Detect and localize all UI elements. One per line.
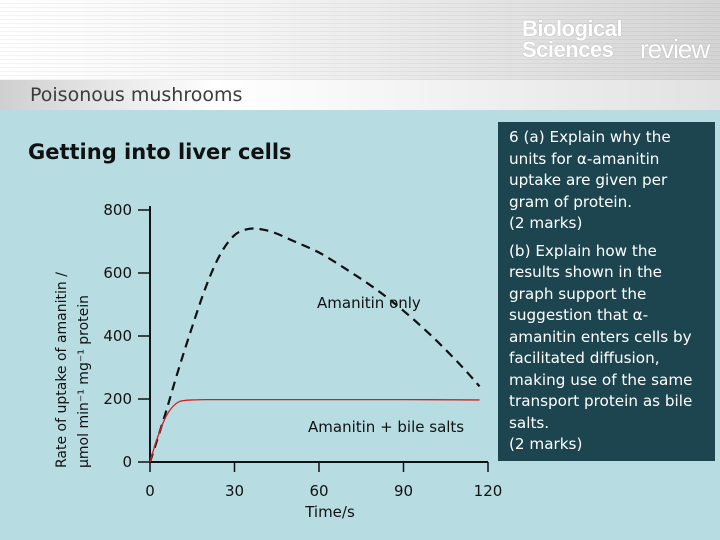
x-tick-label-0: 0: [145, 482, 155, 500]
series-label-amanitin-only: Amanitin only: [317, 294, 421, 312]
series-line-amanitin-bile-salts: [149, 398, 480, 463]
series-line-amanitin-only: [148, 227, 481, 463]
x-tick-label-30: 30: [225, 482, 244, 500]
y-tick-label-400: 400: [103, 327, 132, 345]
page-subtitle: Poisonous mushrooms: [30, 84, 243, 106]
y-tick-label-800: 800: [103, 201, 132, 219]
x-axis-title: Time/s: [304, 503, 355, 521]
y-axis-title-line1: Rate of uptake of amanitin /: [54, 272, 70, 468]
header-banner: Biological Sciences review: [0, 0, 720, 80]
chart-ticks: 0 200 400 600 800 0 30 60 90 120: [103, 201, 502, 500]
chart-title: Getting into liver cells: [28, 140, 292, 164]
question-part-a: 6 (a) Explain why the units for α-amanit…: [509, 128, 671, 232]
question-box: 6 (a) Explain why the units for α-amanit…: [498, 122, 715, 461]
y-tick-label-600: 600: [103, 264, 132, 282]
chart-series: [148, 227, 481, 463]
header-texture: [0, 0, 720, 80]
brand-line-biological: Biological: [522, 16, 623, 41]
brand-line-sciences: Sciences: [522, 37, 614, 62]
x-tick-label-60: 60: [309, 482, 328, 500]
y-tick-label-0: 0: [122, 453, 132, 471]
brand-logo: Biological Sciences review: [522, 16, 710, 63]
x-tick-label-90: 90: [394, 482, 413, 500]
series-label-amanitin-bile: Amanitin + bile salts: [308, 418, 464, 436]
brand-line-review: review: [640, 34, 710, 64]
question-part-b: (b) Explain how the results shown in the…: [509, 241, 693, 454]
x-tick-label-120: 120: [474, 482, 503, 500]
y-axis-title-line2: µmol min⁻¹ mg⁻¹ protein: [76, 295, 92, 468]
subtitle-bar: [0, 80, 720, 110]
y-tick-label-200: 200: [103, 390, 132, 408]
